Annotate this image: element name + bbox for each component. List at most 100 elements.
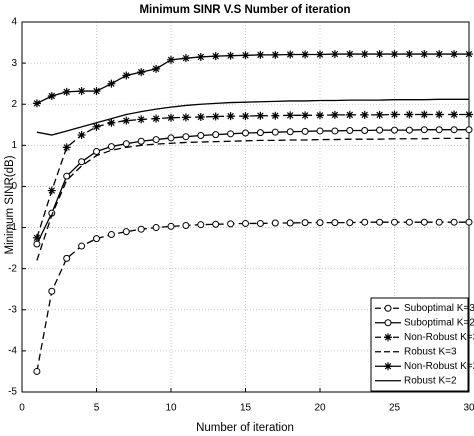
data-point (92, 87, 101, 96)
x-tick-label: 30 (463, 403, 474, 414)
data-point (152, 136, 160, 144)
data-point (301, 111, 310, 120)
data-point (92, 122, 101, 131)
y-tick-label: 0 (11, 181, 17, 192)
data-point (375, 110, 384, 119)
data-point (316, 111, 324, 120)
data-point (405, 126, 413, 134)
data-point (286, 111, 295, 120)
data-point (435, 110, 444, 119)
data-point (376, 126, 384, 134)
data-point (405, 110, 414, 119)
legend-marker (384, 333, 392, 342)
data-point (93, 235, 100, 243)
data-point (167, 55, 175, 64)
data-point (331, 127, 339, 135)
data-point (330, 110, 339, 119)
data-point (361, 127, 369, 135)
data-point (465, 50, 473, 59)
data-point (330, 50, 339, 59)
data-point (122, 140, 130, 148)
series-line (36, 137, 469, 261)
data-point (197, 131, 205, 139)
data-point (107, 143, 115, 151)
data-point (107, 79, 116, 88)
data-point (375, 50, 384, 59)
data-point (271, 219, 279, 227)
legend-marker (384, 304, 392, 312)
data-point (181, 113, 190, 122)
data-point (316, 50, 324, 59)
data-point (316, 127, 324, 135)
data-point (271, 50, 280, 59)
legend-label: Robust K=2 (404, 375, 457, 386)
data-point (196, 52, 205, 61)
data-point (32, 233, 41, 242)
data-point (63, 254, 71, 262)
data-point (196, 112, 205, 121)
data-point (360, 50, 369, 59)
data-point (420, 110, 429, 119)
data-point (77, 131, 86, 140)
data-point (167, 134, 175, 142)
data-point (345, 50, 354, 59)
legend-marker (384, 319, 392, 327)
data-point (197, 221, 205, 229)
data-point (167, 222, 175, 230)
data-point (227, 220, 235, 228)
data-point (301, 219, 309, 227)
legend-marker (384, 362, 392, 371)
data-point (376, 218, 384, 226)
data-point (152, 64, 161, 73)
data-point (242, 219, 249, 227)
chart-title: Minimum SINR V.S Number of iteration (139, 4, 350, 16)
data-point (107, 231, 115, 239)
data-point (271, 111, 280, 120)
data-point (361, 218, 369, 226)
data-point (420, 50, 429, 59)
y-tick-label: 4 (11, 17, 17, 28)
y-tick-label: 2 (11, 99, 17, 110)
x-tick-label: 10 (165, 403, 177, 414)
data-point (331, 219, 339, 227)
data-point (226, 112, 235, 121)
data-point (62, 143, 71, 152)
data-point (137, 225, 145, 233)
data-point (286, 219, 294, 227)
legend-label: Robust K=3 (404, 346, 457, 357)
data-point (62, 87, 71, 96)
data-point (63, 172, 71, 180)
data-point (122, 228, 130, 236)
y-tick-label: -3 (8, 304, 17, 315)
data-point (286, 128, 294, 136)
data-point (271, 128, 279, 136)
data-point (212, 220, 220, 228)
data-point (435, 126, 443, 134)
legend-label: Suboptimal K=2 (404, 317, 474, 328)
data-point (391, 218, 398, 226)
data-point (77, 87, 86, 96)
data-point (256, 50, 265, 59)
data-point (107, 118, 116, 127)
data-point (390, 50, 399, 59)
data-point (450, 110, 459, 119)
plot-frame (21, 21, 470, 393)
y-tick-label: -2 (8, 263, 17, 274)
data-point (47, 186, 56, 195)
data-point (122, 71, 131, 80)
y-tick-label: -4 (8, 346, 17, 357)
data-point (47, 92, 56, 100)
data-point (137, 68, 146, 77)
y-tick-label: -5 (8, 387, 17, 398)
data-point (346, 219, 354, 227)
data-point (256, 219, 264, 227)
x-tick-label: 0 (19, 403, 25, 414)
data-point (182, 133, 190, 141)
data-point (256, 129, 264, 137)
data-point (435, 50, 444, 59)
legend-label: Non-Robust K=3 (404, 332, 474, 343)
data-point (33, 367, 41, 375)
data-point (211, 112, 220, 121)
legend-label: Non-Robust K=2 (404, 361, 474, 372)
data-point (301, 50, 310, 59)
